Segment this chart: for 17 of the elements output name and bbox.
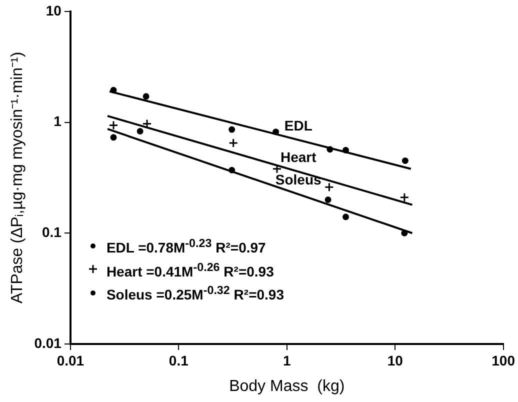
y-tick-label: 0.1: [42, 224, 62, 240]
x-tick-label: 1: [282, 352, 291, 368]
x-axis-title: Body Mass (kg): [229, 378, 345, 395]
series-label: Soleus: [275, 171, 322, 188]
y-tick-label: 1: [54, 113, 62, 130]
series-label: EDL: [284, 118, 313, 134]
legend-label: Heart =0.41M$^{-0.26}$ R²=0.93: [106, 260, 274, 282]
series-label: Heart: [280, 149, 317, 166]
x-tick-label: 100: [492, 352, 516, 368]
legend-label: Soleus =0.25M$^{-0.32}$ R²=0.93: [106, 283, 284, 305]
y-axis-title: ATPase (ΔPᵢ,µg·mg myosin⁻¹·min⁻¹): [9, 52, 26, 304]
y-tick-label: 0.01: [34, 334, 62, 351]
legend-label: EDL =0.78M$^{-0.23}$ R²=0.97: [106, 236, 266, 258]
x-tick-label: 0.1: [168, 352, 189, 368]
x-tick-label: 10: [387, 352, 404, 368]
x-tick-label: 0.01: [56, 352, 84, 368]
y-tick-label: 10: [46, 2, 62, 18]
